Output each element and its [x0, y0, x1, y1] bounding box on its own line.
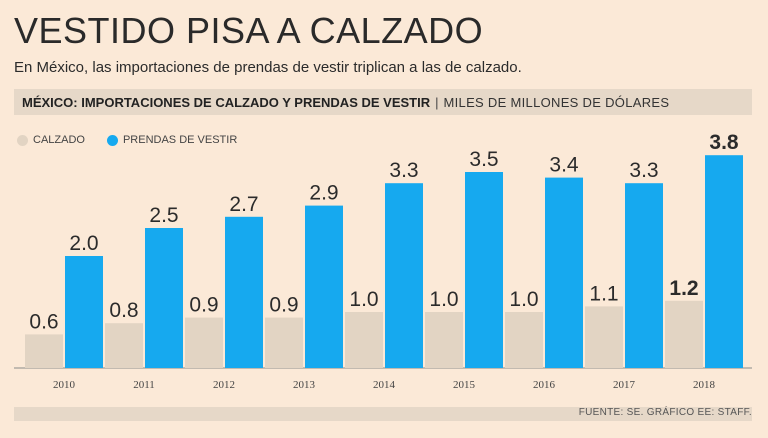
- bar-prendas-2017: [625, 183, 663, 368]
- bar-calzado-2013: [265, 317, 303, 368]
- bar-calzado-2017: [585, 306, 623, 368]
- legend: CALZADO PRENDAS DE VESTIR: [17, 134, 259, 146]
- label-prendas-2012: 2.7: [229, 193, 258, 216]
- label-prendas-2015: 3.5: [469, 148, 498, 171]
- source-note: FUENTE: SE. GRÁFICO EE: STAFF.: [578, 407, 752, 418]
- label-prendas-2011: 2.5: [149, 204, 178, 227]
- x-tick-2012: 2012: [213, 379, 235, 391]
- label-calzado-2013: 0.9: [269, 294, 298, 317]
- label-calzado-2012: 0.9: [189, 294, 218, 317]
- x-tick-2010: 2010: [53, 379, 76, 391]
- legend-swatch-calzado: [17, 134, 28, 146]
- label-prendas-2018: 3.8: [709, 131, 739, 154]
- x-tick-2011: 2011: [133, 379, 155, 391]
- legend-swatch-prendas: [106, 134, 118, 146]
- label-calzado-2015: 1.0: [429, 288, 458, 311]
- chart-units: MILES DE MILLONES DE DÓLARES: [443, 94, 670, 110]
- legend-item-calzado: CALZADO: [17, 134, 85, 146]
- title-separator: |: [435, 94, 439, 110]
- page-subtitle: En México, las importaciones de prendas …: [14, 59, 522, 76]
- label-prendas-2013: 2.9: [309, 182, 338, 205]
- x-tick-2013: 2013: [293, 379, 316, 391]
- bar-calzado-2010: [25, 334, 63, 368]
- page-title: VESTIDO PISA A CALZADO: [14, 10, 484, 51]
- bar-calzado-2012: [185, 317, 223, 368]
- bar-calzado-2011: [105, 323, 143, 368]
- bar-prendas-2016: [545, 177, 583, 368]
- bar-prendas-2011: [145, 228, 183, 368]
- bar-calzado-2015: [425, 312, 463, 368]
- footer-band: [14, 407, 752, 421]
- bar-calzado-2018: [665, 300, 703, 368]
- bar-prendas-2010: [65, 256, 103, 368]
- bar-prendas-2012: [225, 216, 263, 368]
- label-calzado-2014: 1.0: [349, 288, 378, 311]
- label-prendas-2016: 3.4: [549, 154, 579, 177]
- x-tick-2015: 2015: [453, 379, 476, 391]
- x-tick-2017: 2017: [613, 379, 636, 391]
- x-tick-2018: 2018: [693, 379, 716, 391]
- chart-title-band: MÉXICO: IMPORTACIONES DE CALZADO Y PREND…: [14, 89, 752, 115]
- bar-prendas-2014: [385, 183, 423, 368]
- x-tick-2016: 2016: [533, 379, 556, 391]
- label-prendas-2010: 2.0: [69, 232, 98, 255]
- label-prendas-2014: 3.3: [389, 159, 418, 182]
- chart-title: MÉXICO: IMPORTACIONES DE CALZADO Y PREND…: [22, 94, 431, 110]
- bar-calzado-2014: [345, 312, 383, 368]
- label-calzado-2017: 1.1: [589, 282, 618, 305]
- bar-prendas-2013: [305, 205, 343, 368]
- legend-label-calzado: CALZADO: [33, 134, 85, 146]
- label-calzado-2011: 0.8: [109, 299, 138, 322]
- bar-prendas-2018: [705, 155, 743, 368]
- label-prendas-2017: 3.3: [629, 159, 658, 182]
- legend-label-prendas: PRENDAS DE VESTIR: [122, 134, 238, 146]
- label-calzado-2018: 1.2: [669, 277, 698, 300]
- label-calzado-2016: 1.0: [509, 288, 538, 311]
- legend-item-prendas: PRENDAS DE VESTIR: [106, 134, 238, 146]
- label-calzado-2010: 0.6: [29, 310, 58, 333]
- bar-prendas-2015: [465, 172, 503, 368]
- x-tick-2014: 2014: [373, 379, 396, 391]
- bar-calzado-2016: [505, 312, 543, 368]
